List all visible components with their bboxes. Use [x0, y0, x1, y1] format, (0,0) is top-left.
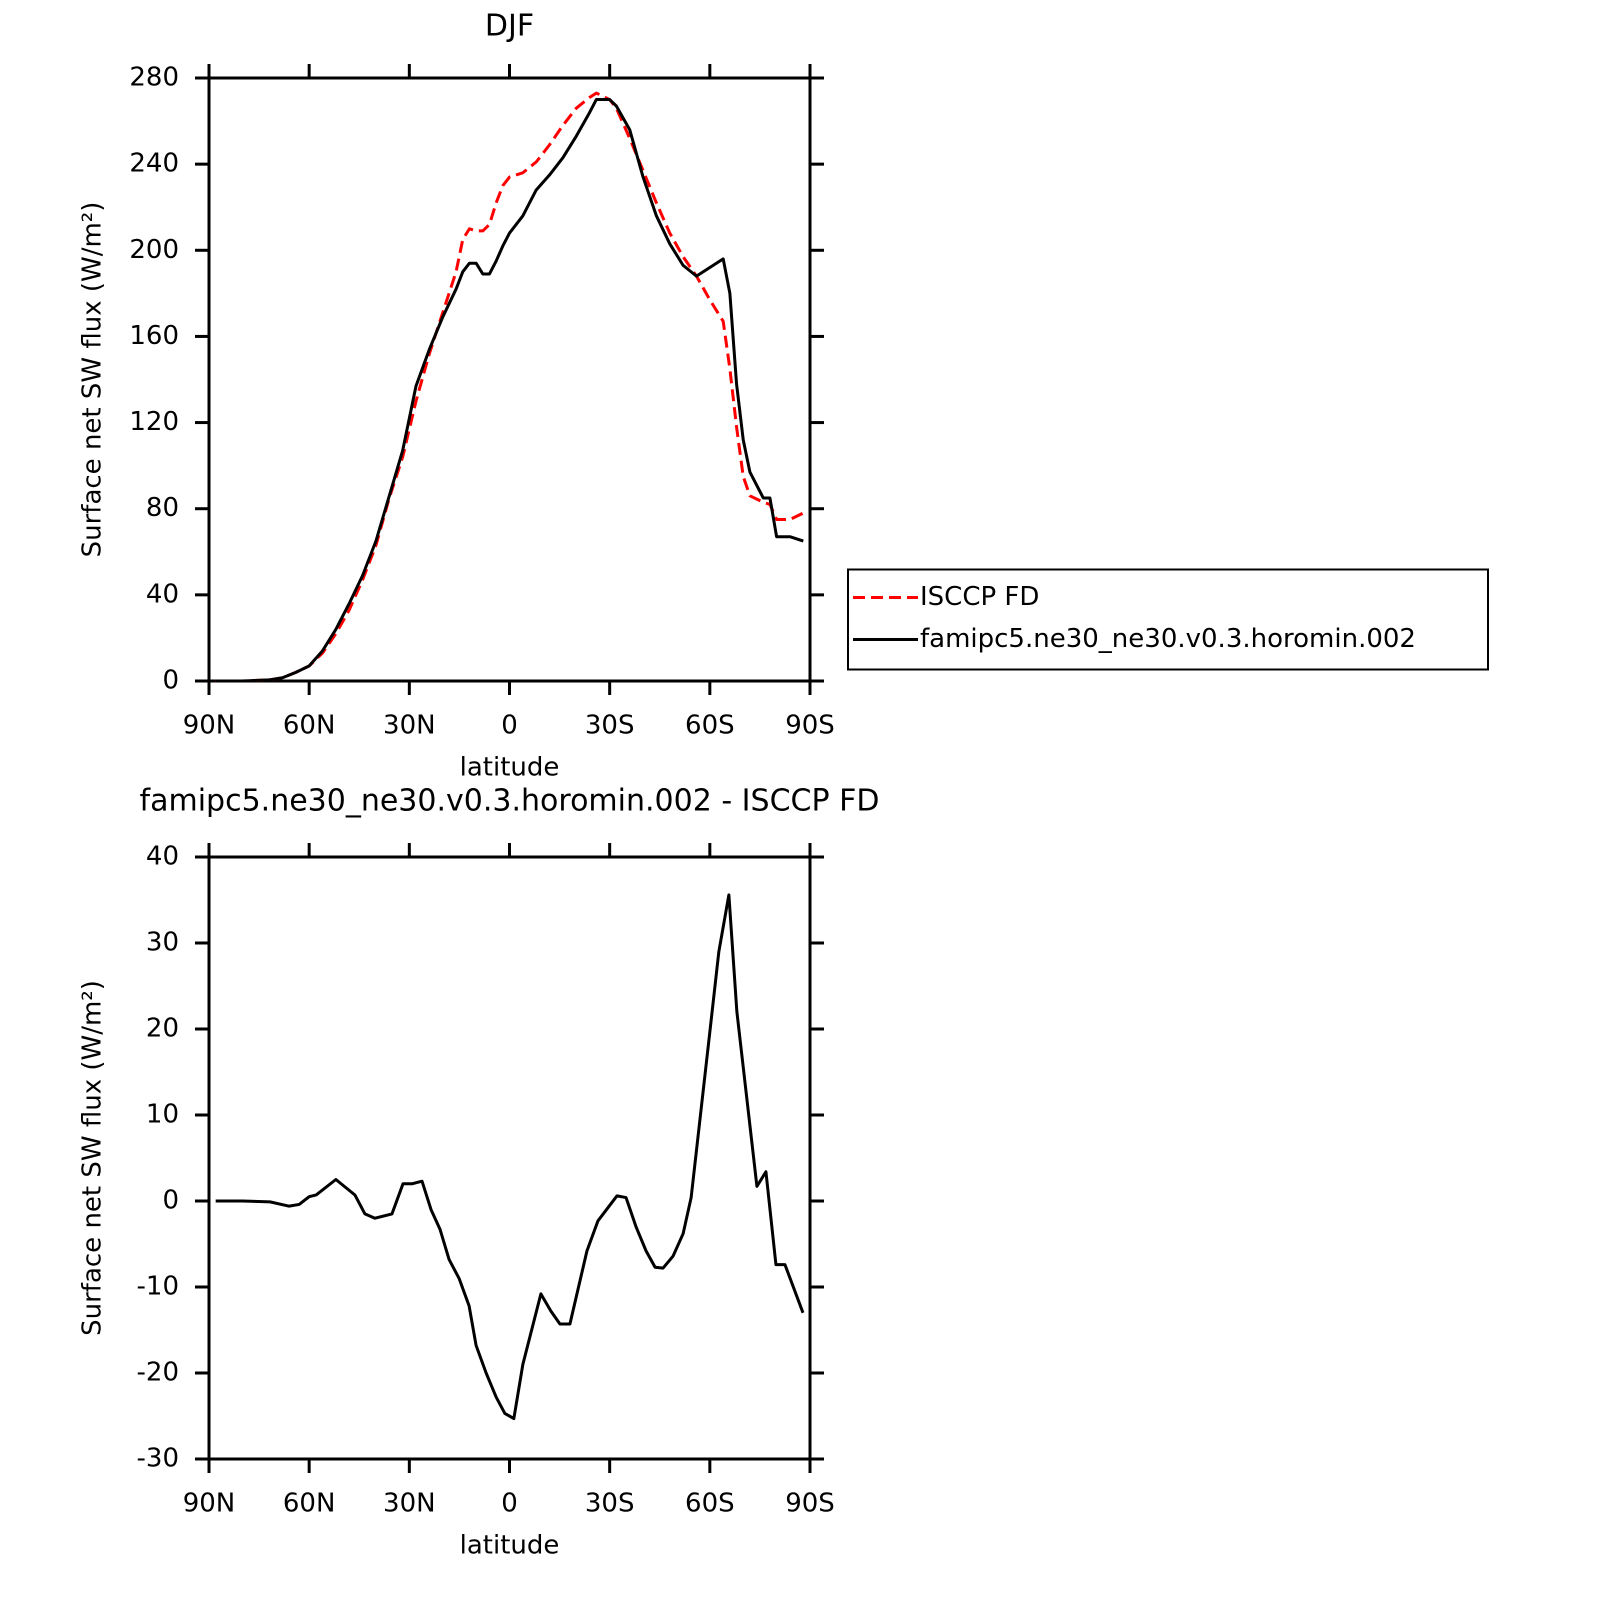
y-tick-label: -20	[137, 1358, 179, 1388]
panel: DJF 0 40 80 120 160 200 240 280 90N 60N 30N 0 30S 60S 9…	[78, 9, 835, 783]
y-tick-label: -10	[137, 1272, 179, 1302]
x-axis-label: latitude	[460, 1531, 560, 1561]
y-tick-label: 0	[162, 666, 179, 696]
x-tick-label: 90S	[785, 1489, 835, 1519]
x-tick-label: 0	[501, 711, 518, 741]
panel: famipc5.ne30_ne30.v0.3.horomin.002 - ISC…	[78, 784, 880, 1561]
y-axis-label: Surface net SW flux (W/m²)	[78, 980, 108, 1336]
x-tick-label: 90S	[785, 711, 835, 741]
y-tick-label: 40	[146, 842, 179, 872]
y-tick-label: 160	[129, 321, 179, 351]
legend-label: ISCCP FD	[920, 582, 1039, 612]
x-tick-label: 60N	[283, 711, 336, 741]
x-tick-label: 30N	[383, 1489, 436, 1519]
y-tick-label: 20	[146, 1014, 179, 1044]
y-tick-label: 280	[129, 63, 179, 93]
legend-label: famipc5.ne30_ne30.v0.3.horomin.002	[920, 624, 1416, 654]
data-line	[215, 98, 804, 683]
data-line	[215, 91, 804, 683]
x-tick-label: 30S	[585, 1489, 635, 1519]
x-tick-label: 90N	[183, 1489, 236, 1519]
x-tick-label: 60N	[283, 1489, 336, 1519]
y-tick-label: 200	[129, 235, 179, 265]
y-tick-label: 10	[146, 1100, 179, 1130]
y-tick-label: 120	[129, 407, 179, 437]
x-axis-label: latitude	[460, 753, 560, 783]
y-tick-label: -30	[137, 1444, 179, 1474]
y-tick-label: 30	[146, 928, 179, 958]
x-tick-label: 30S	[585, 711, 635, 741]
x-tick-label: 90N	[183, 711, 236, 741]
x-tick-label: 60S	[685, 711, 735, 741]
x-tick-label: 30N	[383, 711, 436, 741]
plot-frame	[207, 76, 812, 683]
y-tick-label: 40	[146, 579, 179, 609]
legend-box	[847, 568, 1489, 671]
x-tick-label: 0	[501, 1489, 518, 1519]
x-tick-label: 60S	[685, 1489, 735, 1519]
y-tick-label: 240	[129, 149, 179, 179]
y-tick-label: 0	[162, 1186, 179, 1216]
y-axis-label: Surface net SW flux (W/m²)	[78, 202, 108, 558]
y-tick-label: 80	[146, 493, 179, 523]
chart-title: famipc5.ne30_ne30.v0.3.horomin.002 - ISC…	[140, 784, 880, 819]
data-line	[215, 893, 805, 1421]
chart-title: DJF	[485, 9, 534, 44]
